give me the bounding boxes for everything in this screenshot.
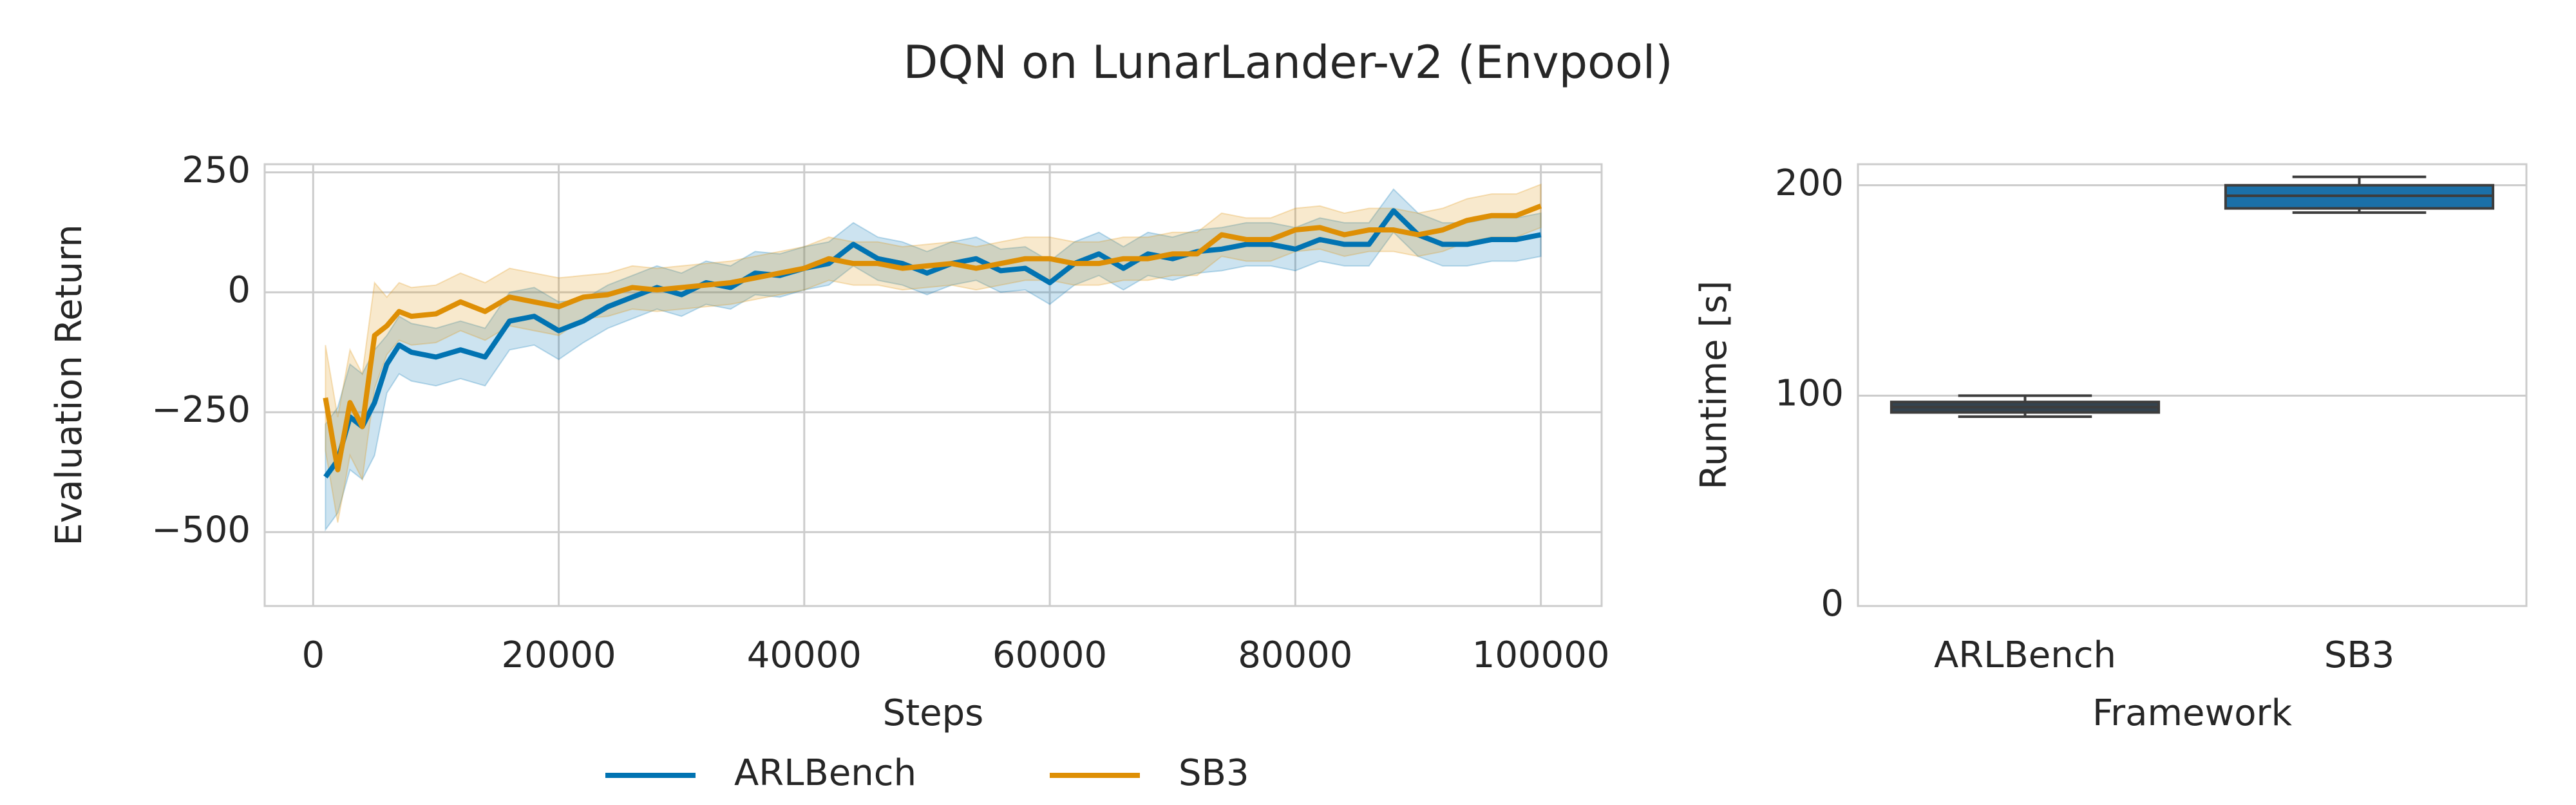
figure-title: DQN on LunarLander-v2 (Envpool): [903, 36, 1672, 89]
axes-frame: [263, 163, 1603, 607]
y-axis-label: Runtime [s]: [1693, 281, 1735, 490]
x-axis-label: Framework: [2092, 692, 2293, 734]
y-axis-label: Evaluation Return: [48, 224, 90, 545]
x-tick-label: 80000: [1238, 634, 1352, 676]
x-tick-label: 20000: [501, 634, 616, 676]
x-tick-label: 0: [301, 634, 325, 676]
confidence-band: [325, 188, 1542, 532]
axes-frame: [1857, 163, 2528, 607]
confidence-band: [325, 183, 1542, 523]
x-tick-label: 60000: [992, 634, 1107, 676]
line: [323, 204, 1542, 473]
legend-label: SB3: [1179, 752, 1249, 794]
legend-label: ARLBench: [734, 752, 916, 794]
y-tick-label: −250: [151, 389, 251, 431]
x-axis-label: Steps: [883, 692, 984, 734]
y-tick-label: 0: [1821, 583, 1844, 625]
line: [323, 208, 1542, 478]
x-tick-label: 40000: [747, 634, 862, 676]
y-tick-label: 0: [227, 269, 251, 311]
y-tick-label: 100: [1775, 372, 1844, 414]
x-tick-label: 100000: [1472, 634, 1610, 676]
y-tick-label: 200: [1775, 162, 1844, 204]
x-tick-label: ARLBench: [1934, 634, 2116, 676]
y-tick-label: −500: [151, 509, 251, 551]
x-tick-label: SB3: [2324, 634, 2395, 676]
y-tick-label: 250: [182, 149, 251, 191]
